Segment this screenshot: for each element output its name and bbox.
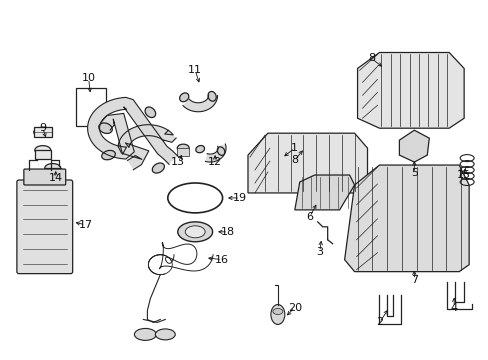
Bar — [76, 88, 105, 126]
Text: 8: 8 — [367, 54, 374, 63]
Polygon shape — [118, 125, 176, 170]
Ellipse shape — [145, 107, 155, 118]
Text: 13: 13 — [171, 157, 185, 167]
FancyBboxPatch shape — [17, 180, 73, 274]
Ellipse shape — [35, 146, 51, 154]
Text: 6: 6 — [305, 212, 313, 222]
Text: 5: 5 — [410, 168, 417, 178]
Polygon shape — [294, 175, 354, 210]
Text: 14: 14 — [49, 173, 62, 183]
Ellipse shape — [99, 123, 112, 134]
Ellipse shape — [152, 163, 164, 173]
Polygon shape — [399, 130, 428, 162]
Ellipse shape — [34, 127, 52, 137]
Text: 15: 15 — [456, 170, 470, 180]
Text: 20: 20 — [287, 302, 301, 312]
Ellipse shape — [217, 147, 224, 156]
Text: 3: 3 — [316, 247, 323, 257]
Text: 19: 19 — [232, 193, 246, 203]
Ellipse shape — [178, 222, 212, 242]
FancyBboxPatch shape — [24, 169, 65, 185]
Ellipse shape — [102, 150, 115, 160]
Text: 2: 2 — [375, 318, 382, 328]
Text: 18: 18 — [221, 227, 235, 237]
Text: 10: 10 — [81, 73, 96, 84]
Text: 1: 1 — [291, 143, 298, 153]
Ellipse shape — [185, 226, 205, 238]
Ellipse shape — [195, 145, 204, 153]
Ellipse shape — [272, 309, 282, 315]
Polygon shape — [87, 97, 177, 164]
Text: 7: 7 — [410, 275, 417, 285]
Text: 17: 17 — [79, 220, 93, 230]
Ellipse shape — [207, 91, 216, 101]
Polygon shape — [205, 144, 225, 162]
Polygon shape — [183, 95, 217, 112]
Text: 12: 12 — [207, 157, 222, 167]
Bar — [35, 150, 51, 159]
Bar — [45, 168, 61, 176]
Text: 11: 11 — [188, 66, 202, 76]
Ellipse shape — [155, 329, 175, 340]
Text: 16: 16 — [215, 255, 228, 265]
Text: 8: 8 — [291, 155, 298, 165]
Ellipse shape — [45, 163, 61, 172]
Ellipse shape — [179, 93, 188, 102]
Polygon shape — [247, 133, 367, 193]
Bar — [34, 127, 52, 137]
Text: 9: 9 — [39, 123, 46, 133]
Text: 4: 4 — [450, 302, 457, 312]
Bar — [177, 148, 189, 156]
Ellipse shape — [270, 305, 285, 324]
Ellipse shape — [177, 144, 189, 152]
Ellipse shape — [134, 328, 156, 340]
Polygon shape — [344, 165, 468, 272]
Polygon shape — [357, 53, 463, 128]
